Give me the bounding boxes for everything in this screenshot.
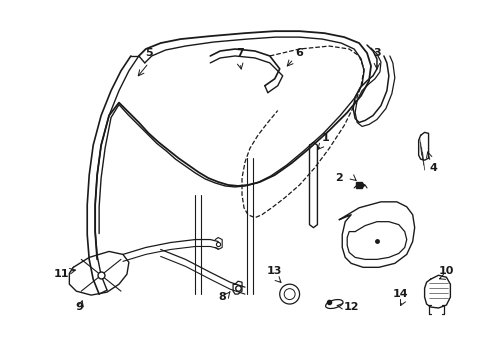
Text: 13: 13	[266, 266, 282, 276]
Text: 14: 14	[392, 289, 408, 299]
Text: 2: 2	[335, 173, 343, 183]
Text: 7: 7	[236, 48, 244, 58]
Text: 12: 12	[343, 302, 358, 312]
Text: 6: 6	[295, 48, 303, 58]
Text: 1: 1	[321, 133, 328, 143]
Text: 10: 10	[438, 266, 453, 276]
Text: 5: 5	[144, 48, 152, 58]
Text: 3: 3	[372, 48, 380, 58]
Text: 9: 9	[75, 302, 83, 312]
Text: 8: 8	[218, 292, 225, 302]
Text: 11: 11	[54, 269, 69, 279]
Text: 4: 4	[429, 163, 437, 173]
